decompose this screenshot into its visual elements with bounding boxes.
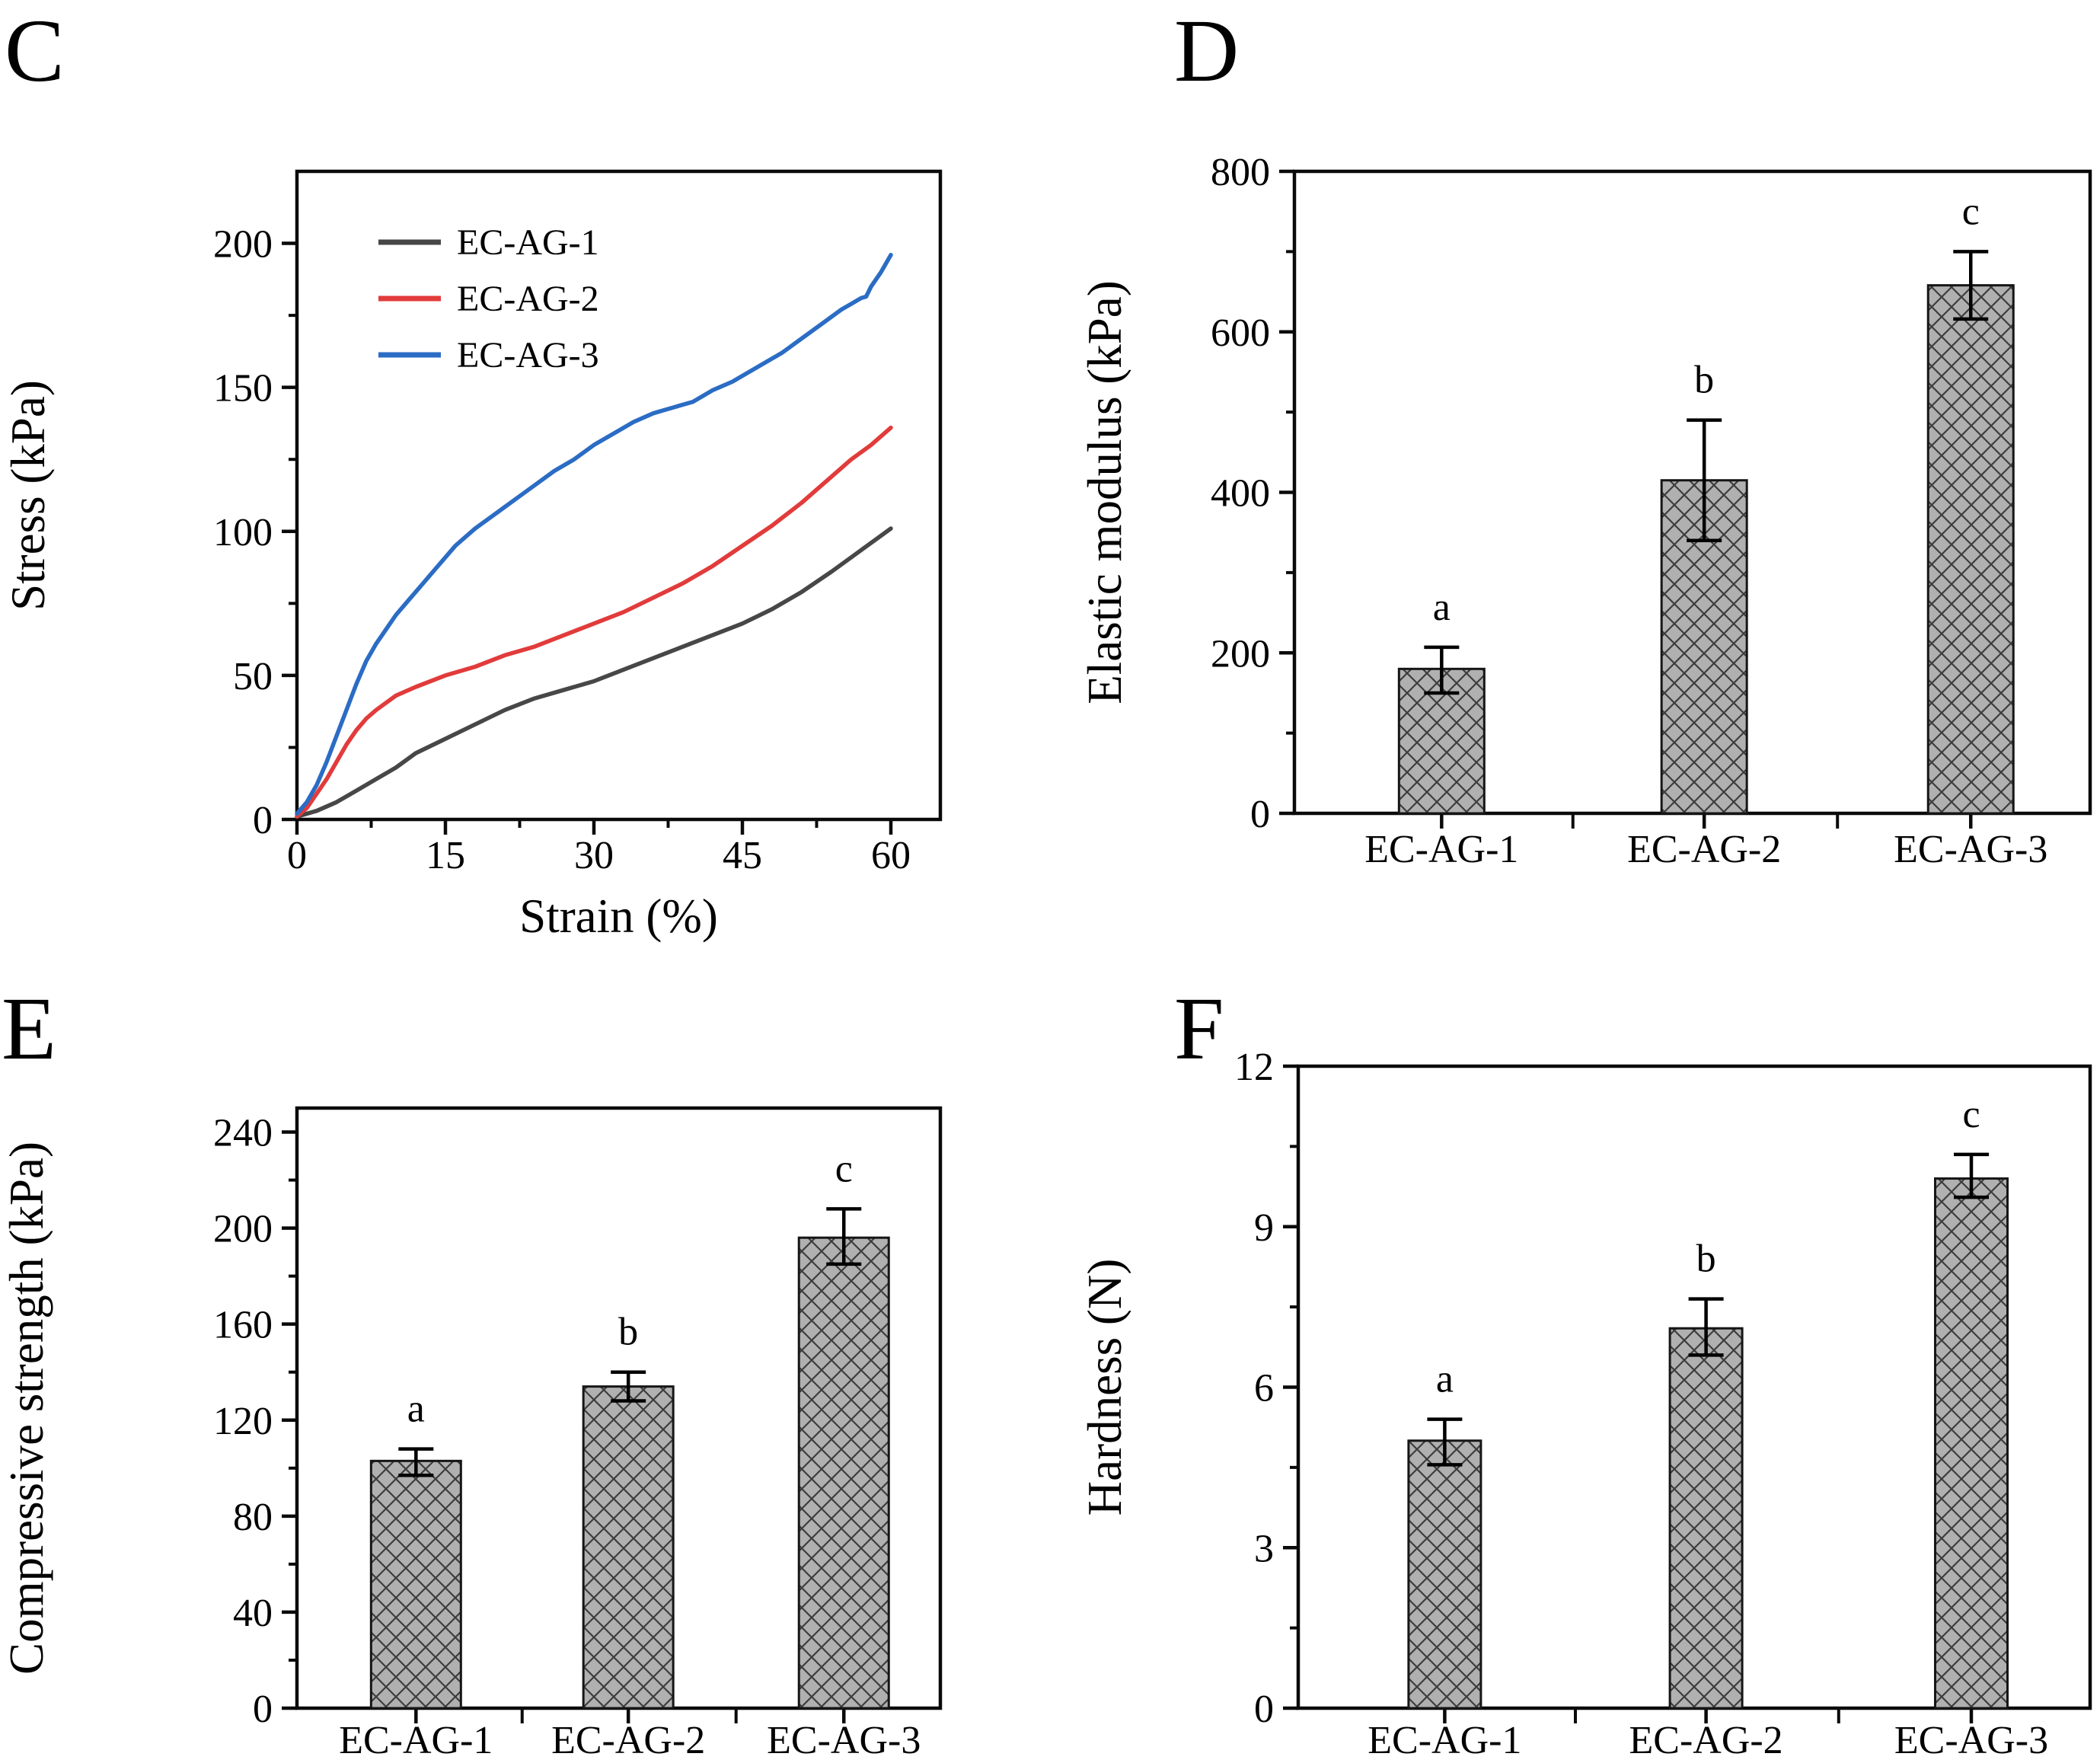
bar-EC-AG-3	[1926, 284, 2015, 815]
x-tick-label: 60	[871, 834, 911, 877]
significance-letter-c: c	[835, 1147, 853, 1190]
y-tick-label: 240	[213, 1112, 273, 1155]
x-tick-label: 15	[426, 834, 465, 877]
x-category-label: EC-AG-1	[339, 1719, 493, 1762]
y-tick-label: 3	[1254, 1527, 1274, 1570]
bar-EC-AG-3	[797, 1236, 890, 1710]
y-tick-label: 150	[213, 367, 273, 410]
y-axis-title: Elastic modulus (kPa)	[1078, 280, 1131, 704]
series-line-EC-AG-3	[295, 252, 893, 816]
y-tick-label: 600	[1211, 311, 1270, 355]
y-tick-label: 200	[213, 1208, 273, 1251]
y-tick-label: 80	[233, 1496, 273, 1539]
x-category-label: EC-AG-3	[1894, 828, 2047, 871]
significance-letter-a: a	[1436, 1358, 1454, 1401]
y-tick-label: 120	[213, 1400, 273, 1443]
x-category-label: EC-AG-1	[1368, 1719, 1521, 1762]
panel-d-elastic-modulus-chart: 0 200 400 600 800 Elastic modulus (kPa) EC-AG-…	[1078, 151, 2092, 871]
significance-letter-a: a	[1433, 586, 1451, 629]
bar-chart-D: 0 200 400 600 800 Elastic modulus (kPa) EC-AG-…	[1078, 151, 2092, 871]
bar-EC-AG-2	[1668, 1327, 1744, 1710]
y-axis-title: Compressive strength (kPa)	[0, 1142, 53, 1675]
y-axis-title: Stress (kPa)	[2, 380, 55, 611]
y-tick-label: 100	[213, 511, 273, 554]
bar-chart-F: 0 3 6 9 12 Hardness (N) EC-AG-1 EC-AG-2 EC-AG-3 a…	[1078, 1046, 2092, 1762]
x-tick-label: 30	[574, 834, 614, 877]
bar-EC-AG-3	[1934, 1177, 2009, 1710]
series-line-EC-AG-1	[295, 526, 893, 819]
y-tick-label: 12	[1234, 1046, 1274, 1089]
legend-label-EC-AG-2: EC-AG-2	[457, 279, 599, 319]
x-tick-label: 0	[287, 834, 307, 877]
x-category-label: EC-AG-2	[1627, 828, 1781, 871]
panel-c-stress-strain-chart: 0 50 100 150 200 Stress (kPa) 0 15 30 45 60 Strain …	[2, 169, 943, 943]
panel-f-hardness-chart: 0 3 6 9 12 Hardness (N) EC-AG-1 EC-AG-2 EC-AG-3 a…	[1078, 1046, 2092, 1762]
y-tick-label: 0	[1254, 1688, 1274, 1731]
y-axis-title: Hardness (N)	[1078, 1259, 1131, 1516]
x-category-label: EC-AG-3	[1894, 1719, 2048, 1762]
significance-letter-c: c	[1962, 1093, 1980, 1136]
y-tick-label: 800	[1211, 151, 1270, 194]
x-category-label: EC-AG-3	[767, 1719, 921, 1762]
y-tick-label: 160	[213, 1304, 273, 1347]
significance-letter-b: b	[618, 1311, 638, 1354]
legend-label-EC-AG-1: EC-AG-1	[457, 222, 599, 263]
x-tick-label: 45	[723, 834, 762, 877]
panel-letter-e: E	[2, 979, 57, 1078]
series-line-EC-AG-2	[295, 425, 893, 819]
panel-letter-d: D	[1174, 1, 1240, 101]
significance-letter-b: b	[1696, 1238, 1716, 1281]
panel-letter-f: F	[1174, 979, 1224, 1078]
significance-letter-b: b	[1694, 359, 1714, 402]
x-category-label: EC-AG-2	[1629, 1719, 1783, 1762]
y-tick-label: 0	[253, 1688, 273, 1731]
significance-letter-a: a	[407, 1388, 425, 1431]
y-tick-label: 6	[1254, 1367, 1274, 1410]
panel-letter-c: C	[5, 1, 65, 101]
y-tick-label: 0	[1250, 793, 1270, 836]
bar-EC-AG-1	[369, 1459, 462, 1710]
bar-EC-AG-1	[1407, 1439, 1482, 1710]
x-category-label: EC-AG-2	[551, 1719, 705, 1762]
legend-label-EC-AG-3: EC-AG-3	[457, 335, 599, 375]
panel-e-compressive-strength-chart: 0 40 80 120 160 200 240 Compressive strength (k…	[0, 1106, 943, 1762]
y-tick-label: 200	[1211, 632, 1270, 675]
line-chart-C: 0 50 100 150 200 Stress (kPa) 0 15 30 45 60 Strain …	[2, 169, 943, 943]
y-tick-label: 400	[1211, 472, 1270, 516]
y-tick-label: 50	[233, 655, 273, 698]
significance-letter-c: c	[1962, 190, 1980, 233]
y-tick-label: 200	[213, 223, 273, 267]
bar-EC-AG-2	[582, 1385, 675, 1710]
bar-EC-AG-2	[1660, 479, 1748, 815]
plot-frame	[295, 169, 943, 822]
bar-chart-E: 0 40 80 120 160 200 240 Compressive strength (k…	[0, 1106, 943, 1762]
x-axis-title: Strain (%)	[519, 889, 718, 943]
y-tick-label: 0	[253, 799, 273, 842]
x-category-label: EC-AG-1	[1364, 828, 1518, 871]
y-tick-label: 40	[233, 1592, 273, 1635]
y-tick-label: 9	[1254, 1206, 1274, 1250]
